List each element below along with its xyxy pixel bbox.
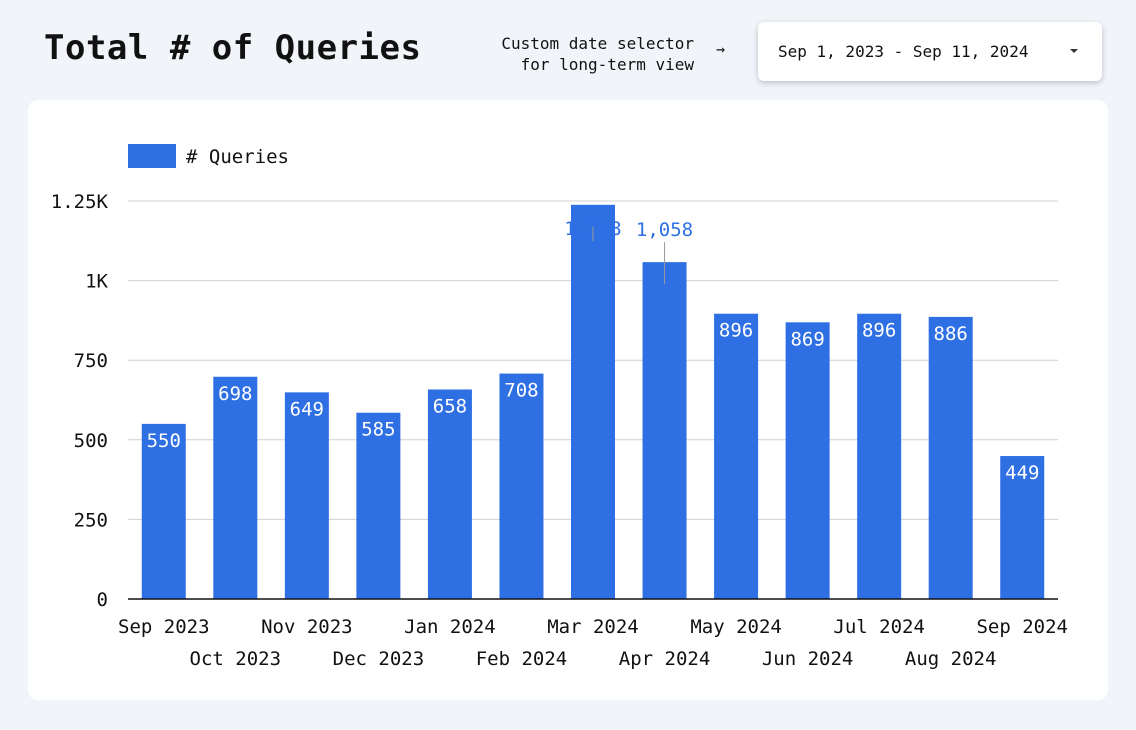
data-label: 869 [790, 328, 824, 350]
caret-down-icon [1070, 49, 1078, 53]
bar[interactable] [284, 392, 329, 599]
x-tick-label: Feb 2024 [476, 648, 568, 670]
legend-swatch [128, 144, 176, 168]
y-tick-label: 0 [97, 589, 108, 611]
data-label: 585 [361, 419, 395, 441]
x-tick-label: Jan 2024 [404, 616, 496, 638]
arrow-right-icon: → [716, 40, 726, 58]
x-tick-label: Nov 2023 [261, 616, 353, 638]
note-line-1: Custom date selector [501, 34, 694, 53]
data-label: 658 [433, 395, 467, 417]
bar[interactable] [213, 376, 258, 599]
bar[interactable] [141, 423, 186, 599]
x-tick-label: Dec 2023 [333, 648, 425, 670]
bar[interactable] [571, 204, 615, 599]
legend-label: # Queries [186, 146, 289, 168]
date-selector-note: Custom date selector for long-term view [470, 33, 694, 75]
data-label: 896 [862, 320, 896, 342]
x-tick-label: Apr 2024 [619, 648, 711, 670]
note-line-2: for long-term view [520, 55, 694, 74]
bar[interactable] [928, 316, 973, 599]
x-tick-label: Aug 2024 [905, 648, 997, 670]
y-tick-label: 1.25K [51, 191, 109, 213]
data-label: 550 [147, 430, 181, 452]
bar[interactable] [785, 322, 830, 599]
legend: # Queries [128, 144, 289, 168]
bar[interactable] [714, 313, 759, 599]
data-label: 1,058 [636, 219, 693, 241]
bar[interactable] [642, 262, 687, 599]
y-tick-label: 750 [74, 350, 108, 372]
y-tick-label: 500 [74, 430, 108, 452]
bar[interactable] [1000, 456, 1045, 599]
page-title: Total # of Queries [44, 28, 422, 68]
data-label: 449 [1005, 462, 1039, 484]
bar[interactable] [499, 373, 544, 599]
bar[interactable] [857, 313, 902, 599]
x-tick-label: Jul 2024 [833, 616, 925, 638]
x-tick-label: Sep 2023 [118, 616, 210, 638]
date-range-value: Sep 1, 2023 - Sep 11, 2024 [778, 42, 1029, 61]
date-range-selector[interactable]: Sep 1, 2023 - Sep 11, 2024 [758, 22, 1102, 81]
axes: 0 250 500 750 1K 1.25K Sep 2023 Oct 2023 Nov 202… [51, 191, 1068, 670]
bar[interactable] [427, 389, 472, 599]
x-tick-label: Oct 2023 [190, 648, 282, 670]
data-label: 708 [504, 380, 538, 402]
data-label: 649 [290, 398, 324, 420]
data-label: 698 [218, 383, 252, 405]
x-tick-label: Mar 2024 [547, 616, 639, 638]
y-tick-label: 250 [74, 509, 108, 531]
x-tick-label: Sep 2024 [976, 616, 1068, 638]
x-tick-label: May 2024 [690, 616, 782, 638]
bar[interactable] [356, 412, 401, 599]
data-label: 896 [719, 320, 753, 342]
chart-card: 550 698 649 585 658 708 1,238 1,058 896 869 896 886… [28, 100, 1108, 700]
y-tick-label: 1K [85, 271, 108, 293]
data-label: 886 [934, 323, 968, 345]
x-tick-label: Jun 2024 [762, 648, 854, 670]
